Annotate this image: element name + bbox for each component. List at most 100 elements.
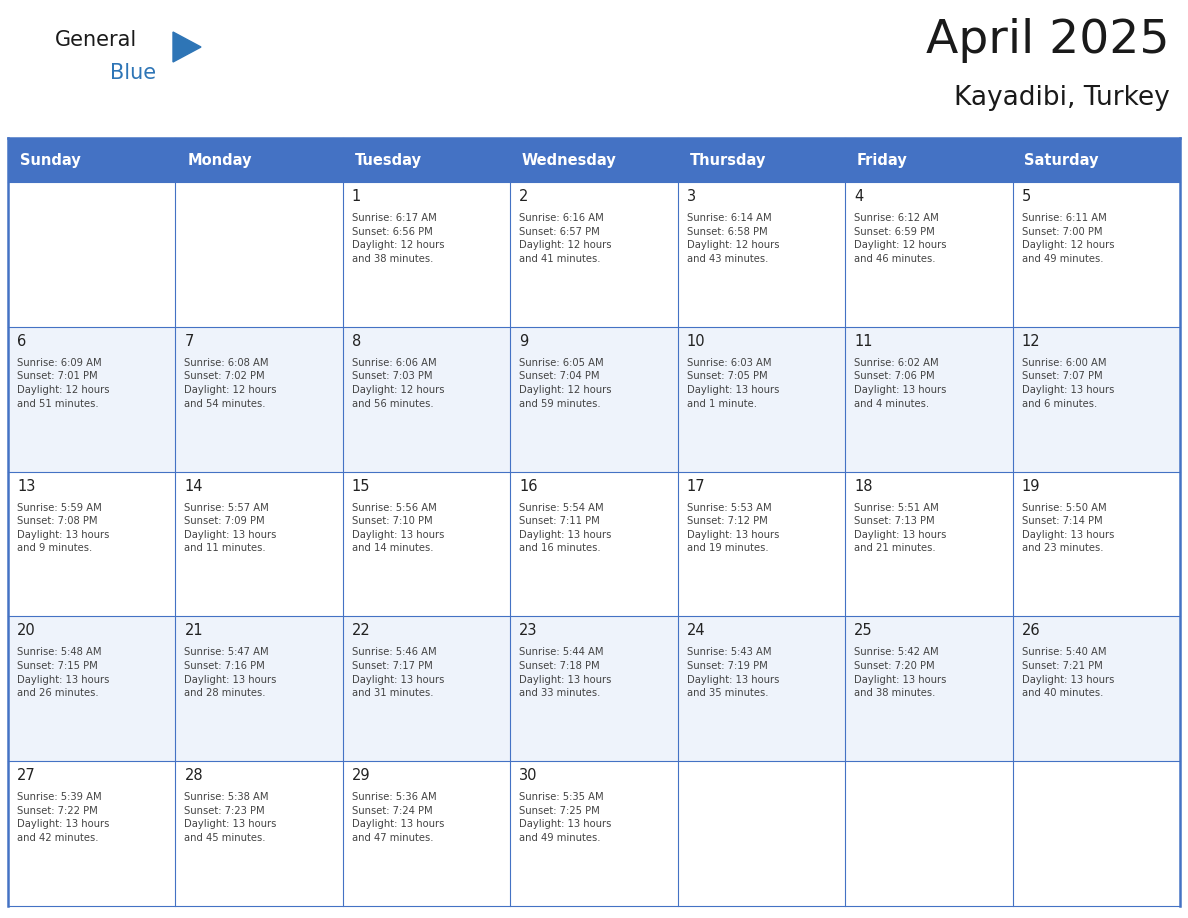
Bar [8,327,176,472]
Text: Sunrise: 5:38 AM
Sunset: 7:23 PM
Daylight: 13 hours
and 45 minutes.: Sunrise: 5:38 AM Sunset: 7:23 PM Dayligh… [184,792,277,843]
Bar [343,138,511,182]
Text: 26: 26 [1022,623,1041,638]
Text: 3: 3 [687,189,696,204]
Text: Sunrise: 5:44 AM
Sunset: 7:18 PM
Daylight: 13 hours
and 33 minutes.: Sunrise: 5:44 AM Sunset: 7:18 PM Dayligh… [519,647,612,699]
Text: Monday: Monday [188,152,252,167]
Text: Sunrise: 6:00 AM
Sunset: 7:07 PM
Daylight: 13 hours
and 6 minutes.: Sunrise: 6:00 AM Sunset: 7:07 PM Dayligh… [1022,358,1114,409]
Bar [176,138,343,182]
Text: Sunrise: 5:39 AM
Sunset: 7:22 PM
Daylight: 13 hours
and 42 minutes.: Sunrise: 5:39 AM Sunset: 7:22 PM Dayligh… [17,792,109,843]
Bar [343,616,511,761]
Text: 9: 9 [519,334,529,349]
Bar [511,761,677,906]
Text: 17: 17 [687,478,706,494]
Text: Friday: Friday [857,152,908,167]
Text: Blue: Blue [110,63,156,83]
Bar [343,182,511,327]
Text: Sunrise: 6:02 AM
Sunset: 7:06 PM
Daylight: 13 hours
and 4 minutes.: Sunrise: 6:02 AM Sunset: 7:06 PM Dayligh… [854,358,947,409]
Text: Sunrise: 6:03 AM
Sunset: 7:05 PM
Daylight: 13 hours
and 1 minute.: Sunrise: 6:03 AM Sunset: 7:05 PM Dayligh… [687,358,779,409]
Text: Kayadibi, Turkey: Kayadibi, Turkey [954,85,1170,111]
Text: 19: 19 [1022,478,1040,494]
Text: Sunrise: 5:36 AM
Sunset: 7:24 PM
Daylight: 13 hours
and 47 minutes.: Sunrise: 5:36 AM Sunset: 7:24 PM Dayligh… [352,792,444,843]
Bar [677,327,845,472]
Bar [511,472,677,616]
Bar [511,182,677,327]
Text: Sunday: Sunday [20,152,81,167]
Text: 4: 4 [854,189,864,204]
Text: 22: 22 [352,623,371,638]
Text: 7: 7 [184,334,194,349]
Bar [8,616,176,761]
Text: 18: 18 [854,478,873,494]
Text: 21: 21 [184,623,203,638]
Bar [1012,138,1180,182]
Bar [845,327,1012,472]
Bar [8,472,176,616]
Bar [677,761,845,906]
Text: 29: 29 [352,768,371,783]
Text: Sunrise: 5:56 AM
Sunset: 7:10 PM
Daylight: 13 hours
and 14 minutes.: Sunrise: 5:56 AM Sunset: 7:10 PM Dayligh… [352,502,444,554]
Bar [511,138,677,182]
Text: Sunrise: 5:42 AM
Sunset: 7:20 PM
Daylight: 13 hours
and 38 minutes.: Sunrise: 5:42 AM Sunset: 7:20 PM Dayligh… [854,647,947,699]
Text: 24: 24 [687,623,706,638]
Text: 13: 13 [17,478,36,494]
Bar [1012,182,1180,327]
Text: Sunrise: 5:47 AM
Sunset: 7:16 PM
Daylight: 13 hours
and 28 minutes.: Sunrise: 5:47 AM Sunset: 7:16 PM Dayligh… [184,647,277,699]
Bar [1012,327,1180,472]
Text: Sunrise: 6:17 AM
Sunset: 6:56 PM
Daylight: 12 hours
and 38 minutes.: Sunrise: 6:17 AM Sunset: 6:56 PM Dayligh… [352,213,444,263]
Text: 20: 20 [17,623,36,638]
Text: General: General [55,30,138,50]
Text: 25: 25 [854,623,873,638]
Text: Thursday: Thursday [689,152,766,167]
Bar [176,761,343,906]
Bar [1012,616,1180,761]
Bar [677,472,845,616]
Text: Saturday: Saturday [1024,152,1099,167]
Text: Sunrise: 6:11 AM
Sunset: 7:00 PM
Daylight: 12 hours
and 49 minutes.: Sunrise: 6:11 AM Sunset: 7:00 PM Dayligh… [1022,213,1114,263]
Bar [677,138,845,182]
Text: Sunrise: 5:40 AM
Sunset: 7:21 PM
Daylight: 13 hours
and 40 minutes.: Sunrise: 5:40 AM Sunset: 7:21 PM Dayligh… [1022,647,1114,699]
Text: Sunrise: 5:35 AM
Sunset: 7:25 PM
Daylight: 13 hours
and 49 minutes.: Sunrise: 5:35 AM Sunset: 7:25 PM Dayligh… [519,792,612,843]
Text: Sunrise: 6:05 AM
Sunset: 7:04 PM
Daylight: 12 hours
and 59 minutes.: Sunrise: 6:05 AM Sunset: 7:04 PM Dayligh… [519,358,612,409]
Text: 23: 23 [519,623,538,638]
Bar [511,327,677,472]
Polygon shape [173,32,201,62]
Bar [8,761,176,906]
Text: Sunrise: 6:06 AM
Sunset: 7:03 PM
Daylight: 12 hours
and 56 minutes.: Sunrise: 6:06 AM Sunset: 7:03 PM Dayligh… [352,358,444,409]
Bar [845,138,1012,182]
Text: 12: 12 [1022,334,1041,349]
Text: 6: 6 [17,334,26,349]
Bar [176,182,343,327]
Text: 10: 10 [687,334,706,349]
Text: Sunrise: 5:53 AM
Sunset: 7:12 PM
Daylight: 13 hours
and 19 minutes.: Sunrise: 5:53 AM Sunset: 7:12 PM Dayligh… [687,502,779,554]
Bar [176,472,343,616]
Text: Sunrise: 5:59 AM
Sunset: 7:08 PM
Daylight: 13 hours
and 9 minutes.: Sunrise: 5:59 AM Sunset: 7:08 PM Dayligh… [17,502,109,554]
Bar [176,327,343,472]
Text: Sunrise: 6:16 AM
Sunset: 6:57 PM
Daylight: 12 hours
and 41 minutes.: Sunrise: 6:16 AM Sunset: 6:57 PM Dayligh… [519,213,612,263]
Text: Tuesday: Tuesday [354,152,422,167]
Text: 15: 15 [352,478,371,494]
Text: Sunrise: 5:50 AM
Sunset: 7:14 PM
Daylight: 13 hours
and 23 minutes.: Sunrise: 5:50 AM Sunset: 7:14 PM Dayligh… [1022,502,1114,554]
Bar [8,138,176,182]
Text: Sunrise: 5:57 AM
Sunset: 7:09 PM
Daylight: 13 hours
and 11 minutes.: Sunrise: 5:57 AM Sunset: 7:09 PM Dayligh… [184,502,277,554]
Bar [845,761,1012,906]
Text: 11: 11 [854,334,873,349]
Text: 27: 27 [17,768,36,783]
Text: 16: 16 [519,478,538,494]
Bar [677,616,845,761]
Bar [1012,472,1180,616]
Bar [176,616,343,761]
Text: Sunrise: 6:08 AM
Sunset: 7:02 PM
Daylight: 12 hours
and 54 minutes.: Sunrise: 6:08 AM Sunset: 7:02 PM Dayligh… [184,358,277,409]
Text: 5: 5 [1022,189,1031,204]
Text: Sunrise: 5:48 AM
Sunset: 7:15 PM
Daylight: 13 hours
and 26 minutes.: Sunrise: 5:48 AM Sunset: 7:15 PM Dayligh… [17,647,109,699]
Text: Sunrise: 5:46 AM
Sunset: 7:17 PM
Daylight: 13 hours
and 31 minutes.: Sunrise: 5:46 AM Sunset: 7:17 PM Dayligh… [352,647,444,699]
Bar [343,761,511,906]
Text: 14: 14 [184,478,203,494]
Text: 28: 28 [184,768,203,783]
Bar [343,472,511,616]
Bar [1012,761,1180,906]
Text: 8: 8 [352,334,361,349]
Bar [845,472,1012,616]
Text: Sunrise: 5:43 AM
Sunset: 7:19 PM
Daylight: 13 hours
and 35 minutes.: Sunrise: 5:43 AM Sunset: 7:19 PM Dayligh… [687,647,779,699]
Text: Sunrise: 6:14 AM
Sunset: 6:58 PM
Daylight: 12 hours
and 43 minutes.: Sunrise: 6:14 AM Sunset: 6:58 PM Dayligh… [687,213,779,263]
Text: April 2025: April 2025 [927,18,1170,63]
